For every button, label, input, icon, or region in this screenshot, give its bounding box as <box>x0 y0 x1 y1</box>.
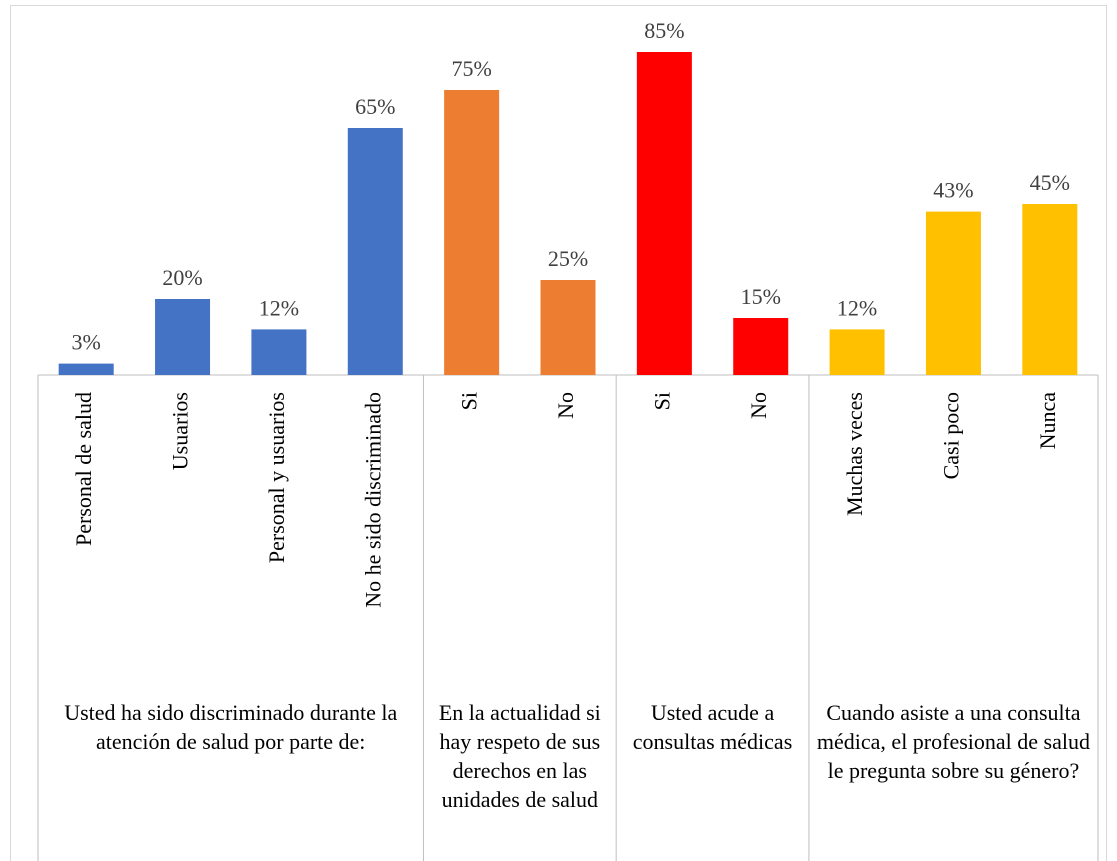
value-label: 75% <box>451 56 491 81</box>
x-tick-label: Usuarios <box>168 392 193 470</box>
value-label: 15% <box>741 284 781 309</box>
x-tick-label: No <box>553 392 578 419</box>
x-tick-label: Nunca <box>1035 392 1060 450</box>
x-tick-label: Si <box>457 392 482 410</box>
group-label: Cuando asiste a una consulta médica, el … <box>816 700 1090 783</box>
value-label: 45% <box>1030 170 1070 195</box>
value-label: 20% <box>162 265 202 290</box>
chart-border <box>10 5 1107 861</box>
bar <box>155 299 211 375</box>
value-label: 25% <box>548 246 588 271</box>
group-label: Usted acude a consultas médicas <box>632 700 793 754</box>
bar <box>1022 204 1078 375</box>
value-label: 65% <box>355 94 395 119</box>
x-tick-label: No <box>746 392 771 419</box>
x-tick-label: Personal y usuarios <box>264 392 289 563</box>
bar <box>251 329 307 375</box>
x-tick-label: Personal de salud <box>71 392 96 546</box>
bar <box>636 52 692 375</box>
x-tick-label: No he sido discriminado <box>360 392 385 608</box>
x-tick-label: Muchas veces <box>842 392 867 516</box>
value-label: 3% <box>72 330 101 355</box>
bar <box>540 280 596 375</box>
group-label: En la actualidad si hay respeto de sus d… <box>438 700 601 812</box>
bar <box>347 128 403 375</box>
value-label: 12% <box>837 295 877 320</box>
bar <box>829 329 885 375</box>
x-tick-label: Si <box>649 392 674 410</box>
group-label: Usted ha sido discriminado durante la at… <box>64 700 398 754</box>
bar <box>733 318 789 375</box>
x-tick-label: Casi poco <box>939 392 964 479</box>
value-label: 43% <box>933 178 973 203</box>
bar <box>444 90 500 375</box>
value-label: 85% <box>644 18 684 43</box>
bar <box>58 363 114 375</box>
bar <box>925 211 981 375</box>
value-label: 12% <box>259 295 299 320</box>
